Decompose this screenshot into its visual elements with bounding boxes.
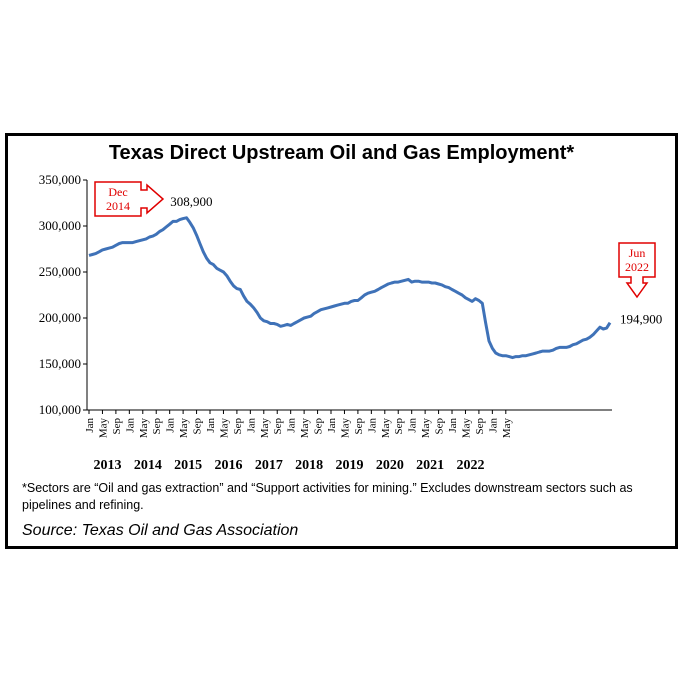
y-tick-label: 150,000 <box>39 356 81 371</box>
year-label: 2014 <box>134 458 162 473</box>
callout-year: 2014 <box>106 199 130 213</box>
x-tick-label: Jan <box>407 418 419 433</box>
peak-value-label: 308,900 <box>170 194 212 209</box>
x-tick-label: Sep <box>313 418 325 435</box>
callout-arrow-jun-2022 <box>618 242 656 299</box>
x-tick-label: May <box>138 418 150 439</box>
x-tick-label: May <box>501 418 513 439</box>
line-chart: 100,000 150,000 200,000 250,000 300,000 350,0… <box>39 172 663 473</box>
x-tick-label: Sep <box>434 418 446 435</box>
year-label: 2013 <box>93 458 121 473</box>
footnote: *Sectors are “Oil and gas extraction” an… <box>22 481 633 512</box>
x-tick-label: Jan <box>84 418 96 433</box>
x-tick-label: May <box>178 418 190 439</box>
year-label: 2020 <box>376 458 404 473</box>
x-tick-label: Jan <box>447 418 459 433</box>
employment-series-line <box>88 216 612 360</box>
x-tick-label: Sep <box>474 418 486 435</box>
callout-month: Jun <box>629 246 646 260</box>
callout-year: 2022 <box>625 260 649 274</box>
x-tick-label: May <box>380 418 392 439</box>
y-tick-label: 100,000 <box>39 402 81 417</box>
callout-month: Dec <box>108 185 127 199</box>
x-tick-label: Sep <box>393 418 405 435</box>
x-tick-label: Sep <box>272 418 284 435</box>
x-tick-label: May <box>460 418 472 439</box>
chart-frame: Texas Direct Upstream Oil and Gas Employ… <box>5 133 678 549</box>
x-tick-label: Jan <box>487 418 499 433</box>
x-tick-label: May <box>339 418 351 439</box>
latest-value-label: 194,900 <box>620 312 662 327</box>
x-tick-label: Jan <box>165 418 177 433</box>
x-tick-label: Sep <box>111 418 123 435</box>
y-tick-label: 200,000 <box>39 310 81 325</box>
x-tick-label: May <box>97 418 109 439</box>
x-tick-label: May <box>259 418 271 439</box>
x-tick-label: May <box>299 418 311 439</box>
y-tick-label: 250,000 <box>39 264 81 279</box>
x-tick-label: Jan <box>326 418 338 433</box>
x-tick-label: Sep <box>151 418 163 435</box>
year-label: 2015 <box>174 458 202 473</box>
source-note: Source: Texas Oil and Gas Association <box>22 522 299 539</box>
x-tick-label: Jan <box>245 418 257 433</box>
x-tick-label: Sep <box>353 418 365 435</box>
callout-arrow-dec-2014 <box>94 181 165 217</box>
y-tick-label: 300,000 <box>39 218 81 233</box>
x-tick-label: Sep <box>192 418 204 435</box>
x-tick-label: Sep <box>232 418 244 435</box>
chart-title: Texas Direct Upstream Oil and Gas Employ… <box>108 142 575 164</box>
year-label: 2021 <box>416 458 444 473</box>
x-tick-label: May <box>420 418 432 439</box>
year-label: 2019 <box>336 458 364 473</box>
x-tick-label: Jan <box>366 418 378 433</box>
x-tick-label: Jan <box>124 418 136 433</box>
x-tick-label: Jan <box>286 418 298 433</box>
year-label: 2018 <box>295 458 323 473</box>
x-tick-label: Jan <box>205 418 217 433</box>
year-label: 2022 <box>457 458 485 473</box>
year-label: 2017 <box>255 458 283 473</box>
year-label: 2016 <box>214 458 242 473</box>
y-tick-label: 350,000 <box>39 172 81 187</box>
x-tick-label: May <box>218 418 230 439</box>
